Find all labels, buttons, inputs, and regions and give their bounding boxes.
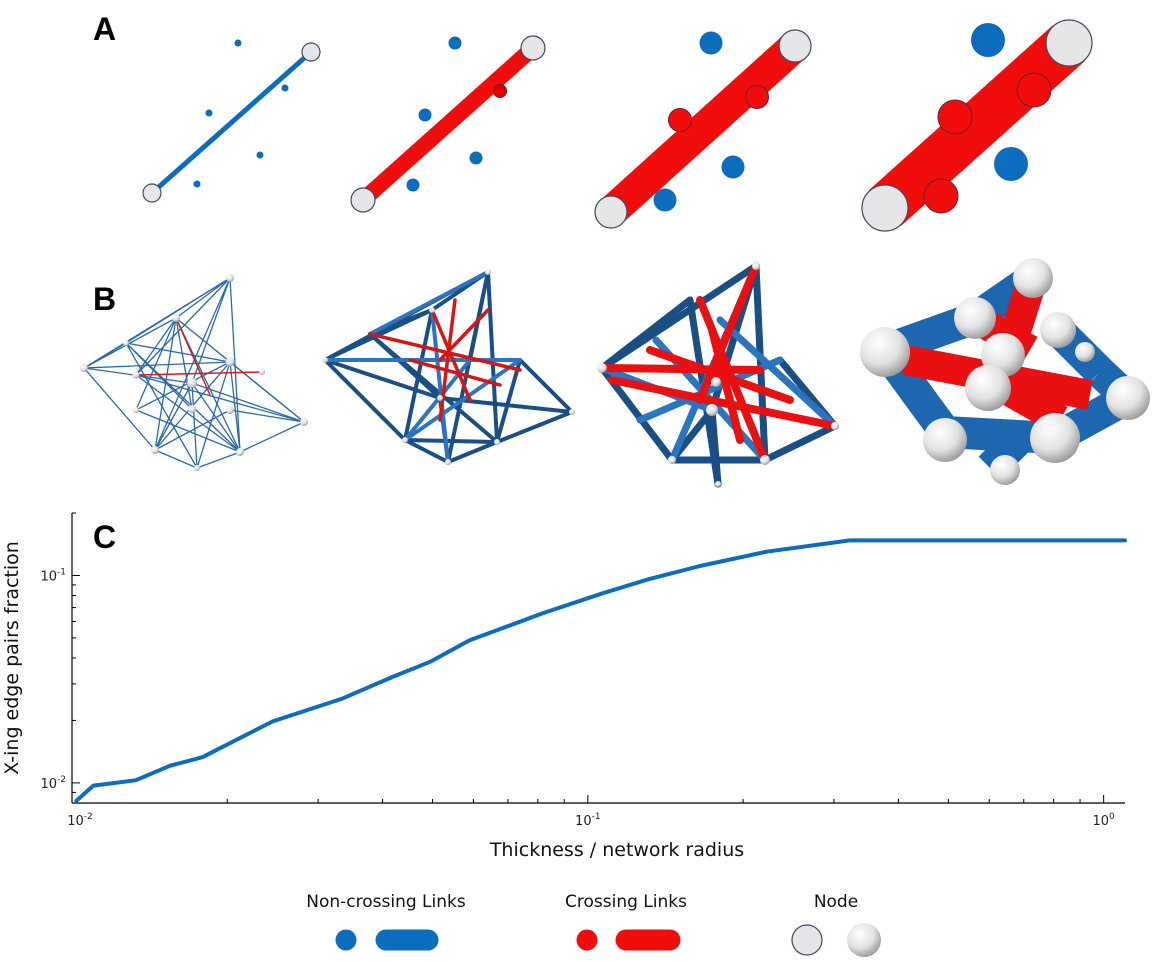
legend-item-crossing: Crossing Links — [565, 892, 687, 951]
thickness-illustration-3 — [594, 29, 812, 229]
crossing-fraction-chart: 10-2 10-1 100 10-2 10-1 Thickness / network… — [1, 512, 1127, 861]
network-rendering-2 — [322, 269, 575, 465]
network-rendering-3 — [597, 262, 839, 488]
legend-label-noncrossing: Non-crossing Links — [306, 892, 466, 912]
panel-label-a: A — [93, 11, 116, 47]
noncrossing-link-section — [234, 39, 242, 47]
noncrossing-link — [150, 50, 313, 195]
node — [861, 184, 909, 232]
panel-label-b: B — [93, 281, 116, 317]
noncrossing-link-section — [448, 36, 462, 50]
noncrossing-link-section — [418, 108, 432, 122]
x-tick-label: 10-1 — [575, 812, 601, 829]
crossing-link — [868, 25, 1086, 226]
crossing-link — [357, 42, 539, 206]
node — [142, 183, 162, 203]
noncrossing-link-section — [653, 188, 677, 212]
noncrossing-link-section — [256, 151, 264, 159]
crossing-link-section — [745, 85, 769, 109]
y-tick-label: 10-2 — [40, 775, 66, 792]
noncrossing-link-section — [699, 31, 723, 55]
noncrossing-link-section — [721, 155, 745, 179]
x-axis-ticks: 10-2 10-1 100 — [67, 795, 1115, 829]
noncrossing-link-section — [205, 109, 213, 117]
legend-label-crossing: Crossing Links — [565, 892, 687, 912]
panel-b-networks — [80, 258, 1150, 488]
noncrossing-link-section — [994, 147, 1028, 181]
crossing-link-section — [1016, 72, 1052, 108]
panel-a-illustration — [142, 19, 1093, 232]
noncrossing-link-section — [193, 180, 201, 188]
crossing-link — [600, 34, 806, 224]
thickness-illustration-2 — [350, 35, 546, 213]
y-tick-label: 10-1 — [40, 567, 66, 584]
crossing-link-section — [937, 99, 973, 135]
node — [594, 195, 628, 229]
node — [350, 187, 376, 213]
legend-item-noncrossing: Non-crossing Links — [306, 892, 466, 951]
noncrossing-link-section — [971, 23, 1005, 57]
x-tick-label: 10-2 — [67, 812, 93, 829]
thickness-illustration-1 — [142, 39, 321, 203]
thickness-illustration-4 — [861, 19, 1093, 232]
y-axis-title: X-ing edge pairs fraction — [1, 541, 23, 775]
noncrossing-link-section — [406, 178, 420, 192]
legend-label-node: Node — [814, 892, 858, 912]
legend-item-node: Node — [791, 892, 881, 957]
x-tick-label: 100 — [1093, 812, 1116, 829]
series-line — [74, 538, 1127, 803]
legend-swatch-noncrossing-section — [335, 929, 357, 951]
legend-swatch-crossing-section — [576, 929, 598, 951]
noncrossing-link-section — [469, 151, 483, 165]
series-layer — [74, 538, 1127, 803]
legend: Non-crossing Links Crossing Links Node — [306, 892, 881, 957]
crossing-link-section — [923, 178, 959, 214]
crossing-link-section — [668, 108, 692, 132]
noncrossing-link-section — [281, 84, 289, 92]
legend-swatch-node-flat — [791, 924, 823, 956]
network-rendering-1 — [80, 274, 308, 471]
x-axis-title: Thickness / network radius — [489, 839, 744, 861]
node — [1045, 19, 1093, 67]
crossing-link-section — [493, 84, 507, 98]
node — [301, 42, 321, 62]
network-rendering-4 — [860, 258, 1150, 485]
legend-swatch-node-sphere — [847, 923, 881, 957]
panel-label-c: C — [93, 519, 116, 555]
node — [778, 29, 812, 63]
y-axis-ticks: 10-2 10-1 — [40, 512, 80, 804]
node — [520, 35, 546, 61]
